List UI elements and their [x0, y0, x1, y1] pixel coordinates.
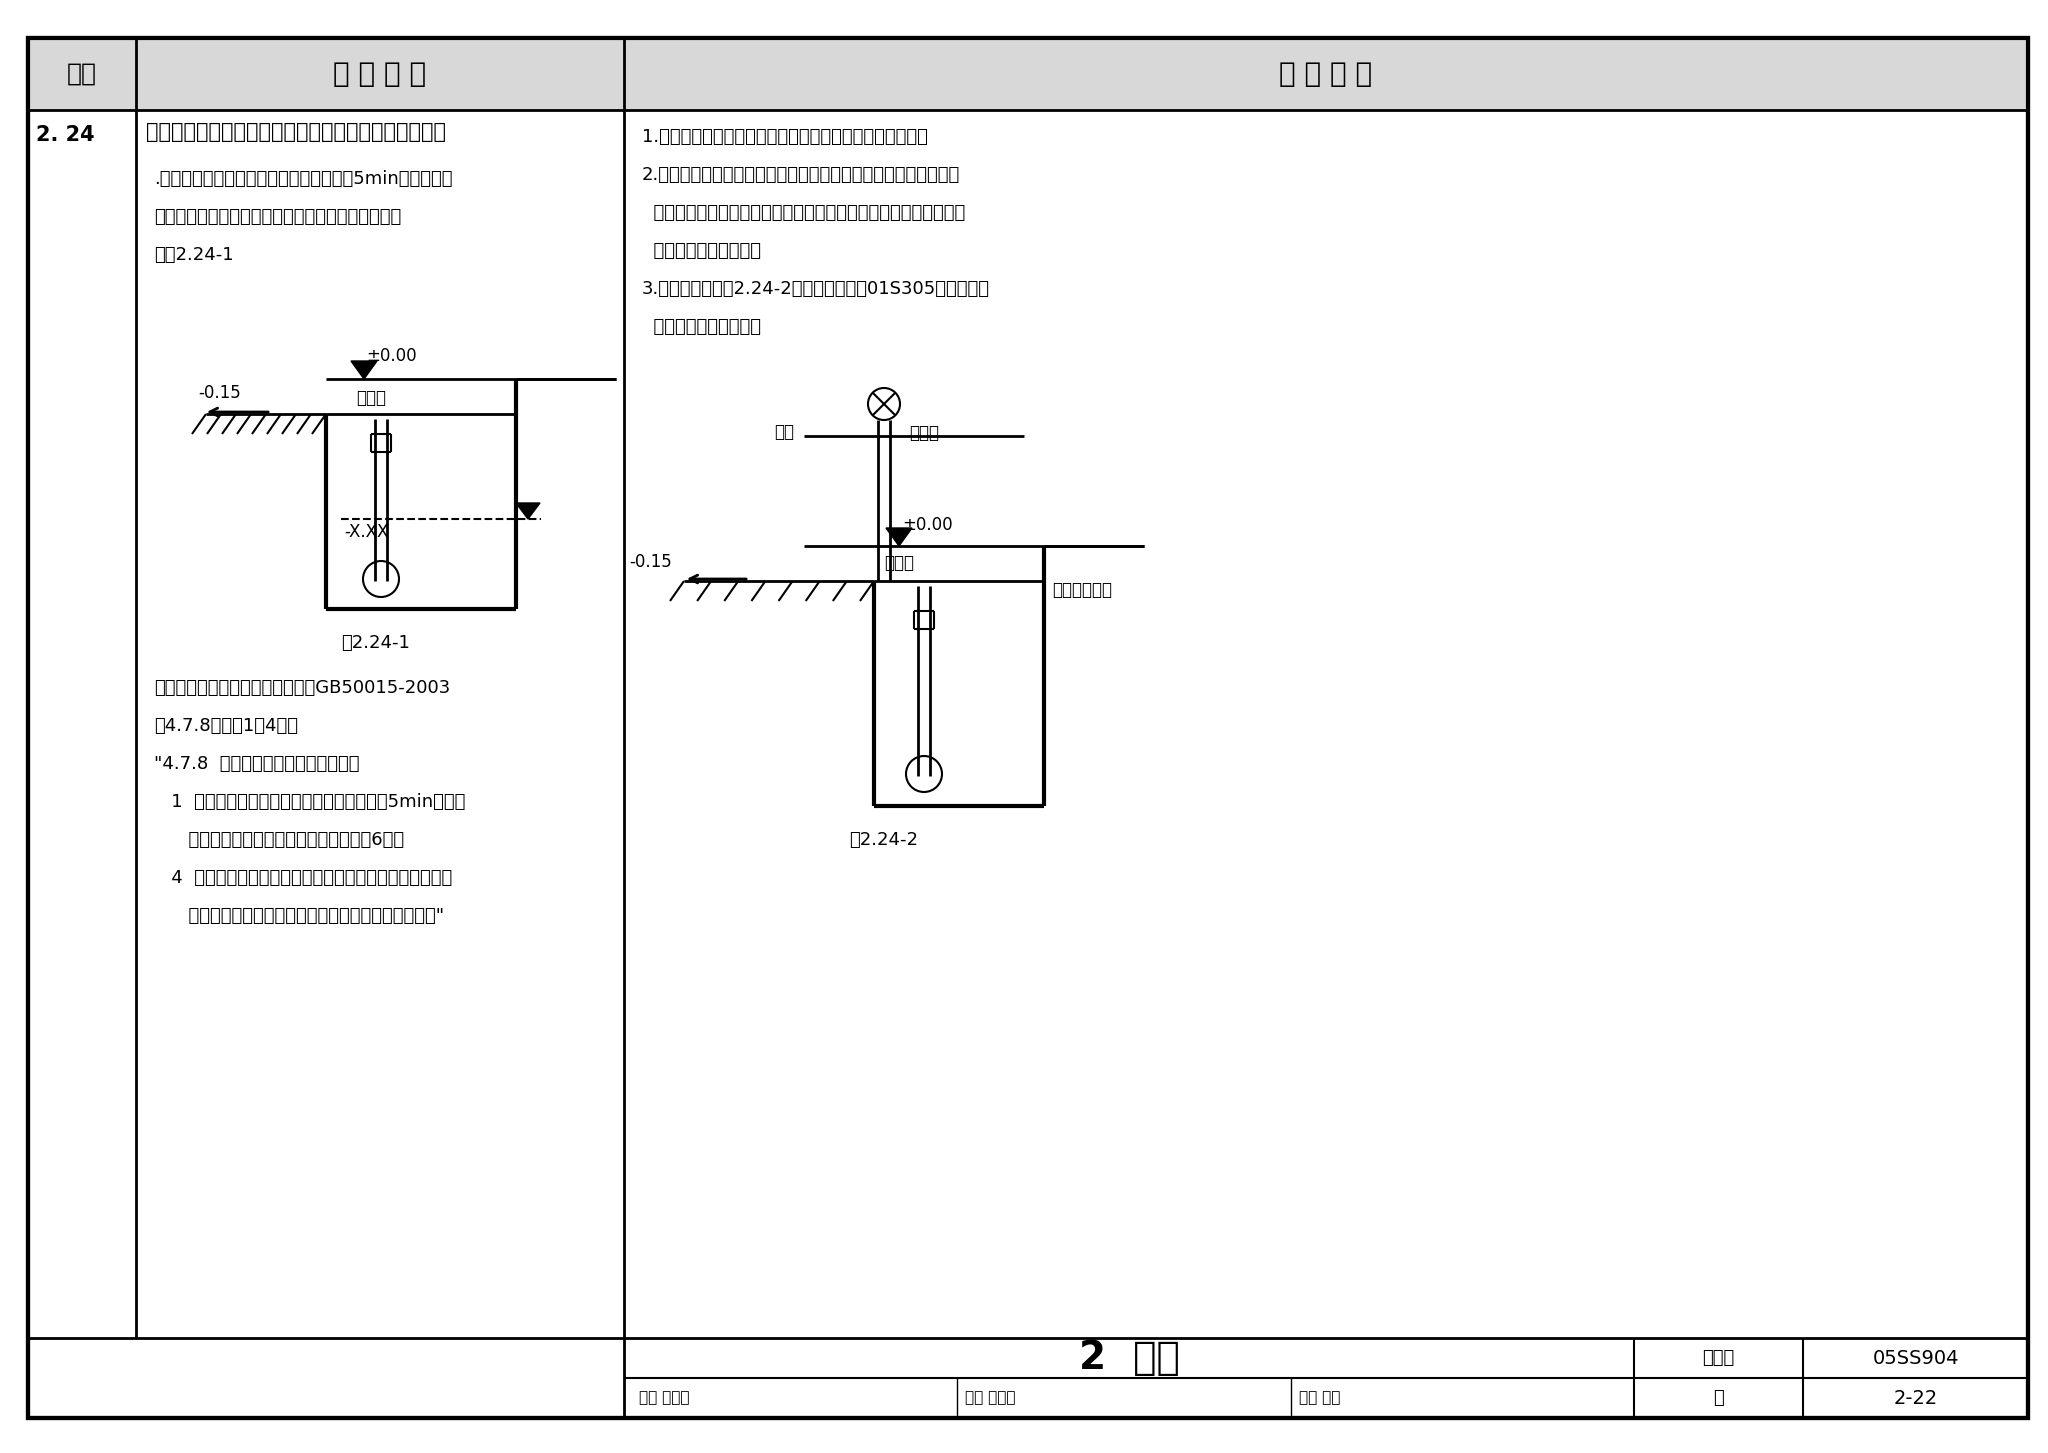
Text: -0.15: -0.15	[199, 384, 242, 402]
Text: 1  集水池有效容积不宜小于最大一台污水泵5min的出水: 1 集水池有效容积不宜小于最大一台污水泵5min的出水	[154, 793, 465, 811]
Text: 2. 24: 2. 24	[37, 125, 94, 145]
Text: ±0.00: ±0.00	[901, 516, 952, 535]
Text: 1.集水池有效容积不够时，水泵会频繁启动，对电机不利。: 1.集水池有效容积不够时，水泵会频繁启动，对电机不利。	[641, 128, 928, 145]
Text: 常 见 问 题: 常 见 问 题	[334, 60, 426, 89]
Text: 05SS904: 05SS904	[1872, 1348, 1958, 1367]
Text: 见图2.24-1: 见图2.24-1	[154, 246, 233, 264]
Text: 第4.7.8条的第1、4款。: 第4.7.8条的第1、4款。	[154, 716, 299, 735]
Text: 排污泵选用及安装》。: 排污泵选用及安装》。	[641, 318, 762, 336]
Polygon shape	[887, 527, 911, 546]
Text: ±0.00: ±0.00	[367, 347, 416, 365]
Text: 2-22: 2-22	[1892, 1389, 1937, 1408]
Text: 地下室: 地下室	[885, 554, 913, 572]
Text: 改 进 措 施: 改 进 措 施	[1280, 60, 1372, 89]
Text: 2.生活污水集水池池盖不密封或不设专用通气管会影响周围环境。: 2.生活污水集水池池盖不密封或不设专用通气管会影响周围环境。	[641, 166, 961, 185]
Text: "4.7.8  集水池设计应符合下列规定：: "4.7.8 集水池设计应符合下列规定：	[154, 756, 360, 773]
Text: 通气管: 通气管	[909, 424, 938, 442]
Text: 屋面: 屋面	[774, 423, 795, 442]
Text: 4  集水池如设置在室内地下室时，池盖应密封，并设通气: 4 集水池如设置在室内地下室时，池盖应密封，并设通气	[154, 869, 453, 886]
Text: 3.改进措施：见图2.24-2。详见国标图集01S305《小型潜水: 3.改进措施：见图2.24-2。详见国标图集01S305《小型潜水	[641, 280, 989, 298]
Text: 管系；室内有敞开的集水池时，应设强制通风装置。": 管系；室内有敞开的集水池时，应设强制通风装置。"	[154, 907, 444, 926]
Text: 2  排水: 2 排水	[1079, 1340, 1180, 1377]
Text: 量，且污水泵每小时启动次数不宜超过6次。: 量，且污水泵每小时启动次数不宜超过6次。	[154, 831, 403, 849]
Text: 序号: 序号	[68, 62, 96, 86]
Text: -X.XX: -X.XX	[344, 523, 389, 541]
Text: 图2.24-1: 图2.24-1	[342, 634, 410, 652]
Text: 甚至会产生爆炸危险。: 甚至会产生爆炸危险。	[641, 243, 762, 260]
Text: 图集号: 图集号	[1702, 1348, 1735, 1367]
Text: 采用密封井盖: 采用密封井盖	[1053, 581, 1112, 599]
Text: 另外，生活污水会产生沼气等易燃气体，因此如果通气效果不佳，: 另外，生活污水会产生沼气等易燃气体，因此如果通气效果不佳，	[641, 203, 965, 222]
Polygon shape	[350, 360, 377, 379]
Text: 设计 周立: 设计 周立	[1298, 1391, 1339, 1405]
Text: -0.15: -0.15	[629, 554, 672, 571]
Text: 虽然设置了集水池，其井盖不密封，或未设通气管，: 虽然设置了集水池，其井盖不密封，或未设通气管，	[154, 208, 401, 227]
Text: 图2.24-2: 图2.24-2	[850, 831, 918, 849]
Text: 生活污水集水池有效容积偏小，不设密封井盖和通气管: 生活污水集水池有效容积偏小，不设密封井盖和通气管	[145, 122, 446, 142]
Text: 校对 王葵旭: 校对 王葵旭	[965, 1391, 1016, 1405]
Text: 页: 页	[1712, 1389, 1724, 1407]
Text: 地下室: 地下室	[356, 389, 385, 407]
Polygon shape	[516, 503, 541, 519]
Text: 违反了《建筑给水排水设计规范》GB50015-2003: 违反了《建筑给水排水设计规范》GB50015-2003	[154, 679, 451, 697]
Text: .集水池有效容积不能保证最大一台污水泵5min的出流量，: .集水池有效容积不能保证最大一台污水泵5min的出流量，	[154, 170, 453, 187]
Text: 审核 李锦生: 审核 李锦生	[639, 1391, 690, 1405]
Bar	[29, 38, 2028, 110]
